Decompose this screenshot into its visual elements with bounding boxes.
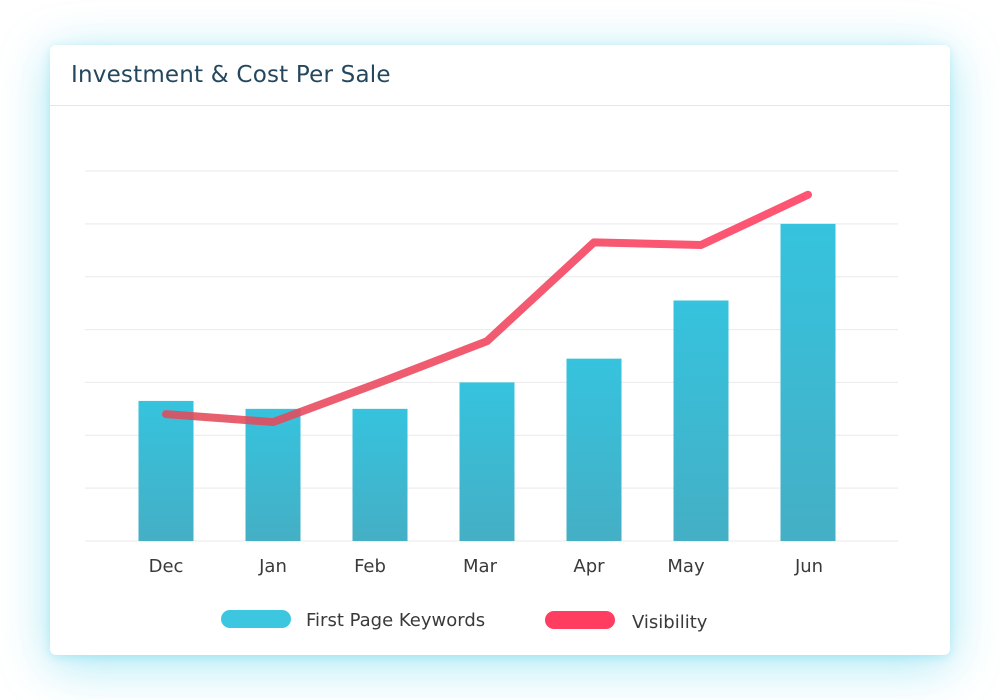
x-tick-label-mar: Mar: [463, 556, 498, 577]
x-tick-label-apr: Apr: [573, 556, 605, 577]
legend-swatch-visibility: [545, 611, 615, 629]
x-tick-label-feb: Feb: [354, 556, 386, 577]
bar-feb: [352, 408, 408, 541]
x-tick-label-dec: Dec: [149, 556, 184, 577]
bar-may: [673, 300, 729, 541]
x-tick-label-jan: Jan: [258, 556, 287, 577]
x-axis-tick-labels: Dec Jan Feb Mar Apr May Jun: [149, 556, 823, 577]
x-tick-label-jun: Jun: [794, 556, 823, 577]
bar-dec: [138, 400, 194, 541]
legend-label-visibility: Visibility: [632, 612, 708, 633]
card-title: Investment & Cost Per Sale: [71, 62, 391, 88]
line-series: [162, 190, 812, 427]
card-header: Investment & Cost Per Sale: [50, 45, 950, 106]
bar-jun: [780, 223, 836, 541]
bar-apr: [566, 358, 622, 541]
line-visibility: [162, 190, 812, 427]
bar-mar: [459, 382, 515, 541]
legend: First Page Keywords Visibility: [221, 610, 708, 633]
legend-swatch-first-page-keywords: [221, 610, 291, 628]
x-tick-label-may: May: [667, 556, 705, 577]
legend-label-first-page-keywords: First Page Keywords: [306, 610, 485, 631]
bar-series: [138, 223, 836, 541]
bar-jan: [245, 408, 301, 541]
